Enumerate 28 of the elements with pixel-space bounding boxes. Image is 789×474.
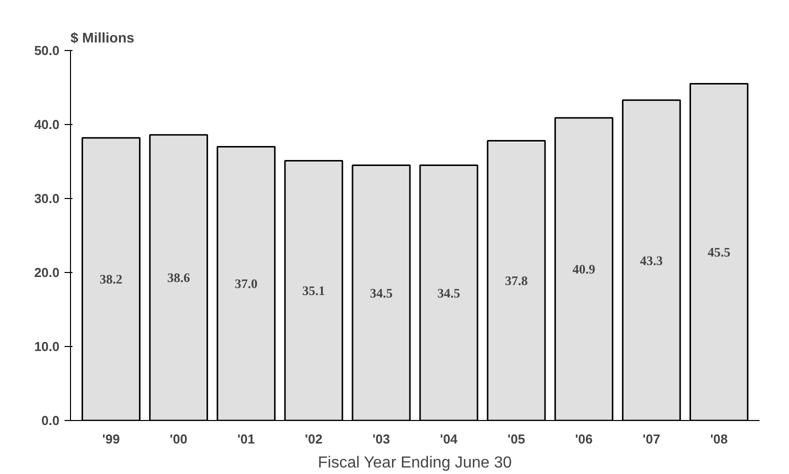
- y-tick-label: 0.0: [41, 413, 60, 428]
- x-tick-label: '00: [170, 432, 188, 446]
- data-label: 38.2: [100, 272, 122, 287]
- y-tick-label: 50.0: [34, 43, 60, 58]
- y-tick-label: 20.0: [34, 265, 60, 280]
- x-tick-label: '08: [710, 432, 728, 446]
- x-tick-label: '05: [508, 432, 526, 446]
- x-tick-label: '06: [575, 432, 593, 446]
- x-tick-label: '02: [304, 432, 322, 446]
- data-label: 38.6: [167, 270, 190, 286]
- data-label: 37.0: [234, 276, 258, 292]
- data-label: 34.5: [370, 285, 394, 300]
- y-tick-label: 10.0: [34, 339, 60, 354]
- x-tick-label: '03: [372, 432, 390, 446]
- data-label: 35.1: [302, 283, 326, 298]
- x-tick-label: '99: [102, 432, 120, 446]
- x-tick-label: '01: [237, 432, 255, 446]
- y-tick-label: 30.0: [34, 191, 60, 206]
- data-label: 34.5: [437, 285, 461, 300]
- y-axis-title: $ Millions: [70, 30, 134, 46]
- y-tick-label: 40.0: [34, 117, 60, 132]
- x-axis-title: Fiscal Year Ending June 30: [318, 454, 512, 472]
- x-tick-label: '04: [440, 432, 458, 446]
- data-label: 37.8: [504, 273, 528, 288]
- data-label: 43.3: [640, 252, 664, 268]
- x-tick-label: '07: [642, 432, 660, 446]
- data-label: 40.9: [572, 262, 596, 277]
- data-label: 45.5: [708, 244, 731, 260]
